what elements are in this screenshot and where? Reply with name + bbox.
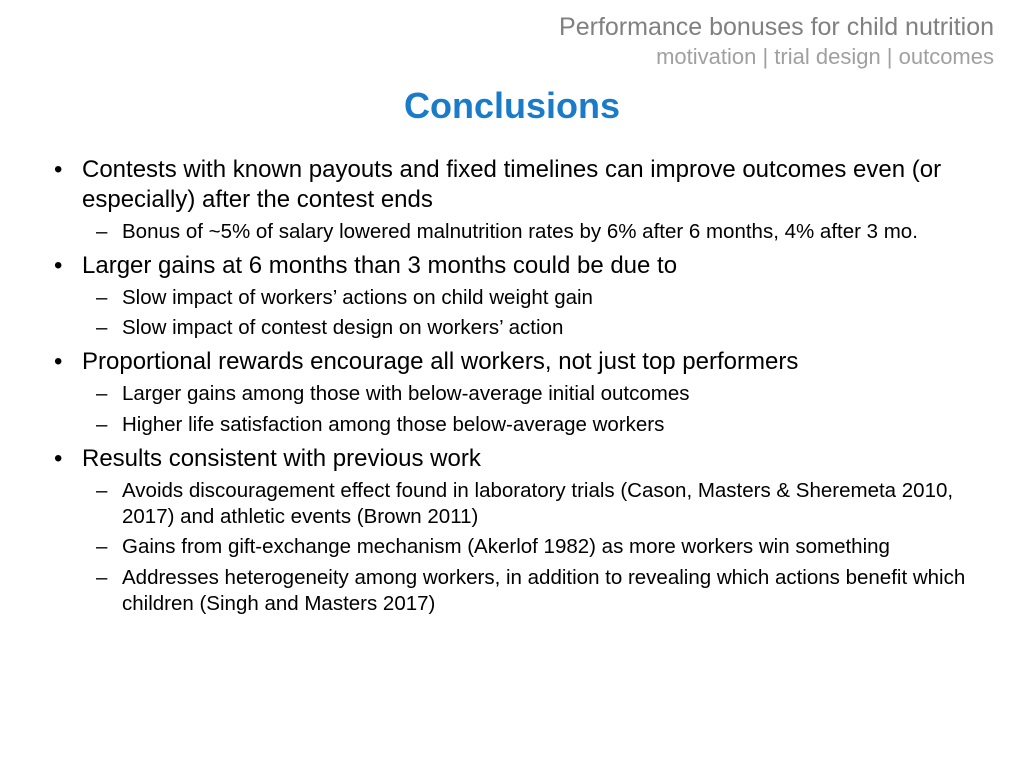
sub-bullet-text: Addresses heterogeneity among workers, i… <box>122 566 965 615</box>
slide-title: Conclusions <box>30 85 994 127</box>
sub-bullet-text: Slow impact of workers’ actions on child… <box>122 286 593 309</box>
sub-bullet-item: Slow impact of workers’ actions on child… <box>82 285 990 311</box>
sub-bullet-list: Slow impact of workers’ actions on child… <box>82 285 990 341</box>
sub-bullet-item: Larger gains among those with below-aver… <box>82 381 990 407</box>
slide-content: Contests with known payouts and fixed ti… <box>30 155 994 617</box>
sub-bullet-text: Bonus of ~5% of salary lowered malnutrit… <box>122 220 918 243</box>
sub-bullet-text: Gains from gift-exchange mechanism (Aker… <box>122 535 890 558</box>
sub-bullet-text: Avoids discouragement effect found in la… <box>122 479 953 528</box>
bullet-list: Contests with known payouts and fixed ti… <box>48 155 990 617</box>
sub-bullet-item: Avoids discouragement effect found in la… <box>82 478 990 530</box>
sub-bullet-item: Slow impact of contest design on workers… <box>82 315 990 341</box>
sub-bullet-text: Higher life satisfaction among those bel… <box>122 413 664 436</box>
bullet-item: Larger gains at 6 months than 3 months c… <box>48 251 990 341</box>
bullet-item: Contests with known payouts and fixed ti… <box>48 155 990 245</box>
slide: Performance bonuses for child nutrition … <box>0 0 1024 768</box>
bullet-item: Proportional rewards encourage all worke… <box>48 347 990 437</box>
bullet-text: Larger gains at 6 months than 3 months c… <box>82 252 677 279</box>
header-subtitle: motivation | trial design | outcomes <box>30 43 994 71</box>
bullet-text: Proportional rewards encourage all worke… <box>82 348 798 375</box>
sub-bullet-item: Gains from gift-exchange mechanism (Aker… <box>82 534 990 560</box>
sub-bullet-list: Larger gains among those with below-aver… <box>82 381 990 437</box>
sub-bullet-text: Larger gains among those with below-aver… <box>122 382 689 405</box>
slide-header: Performance bonuses for child nutrition … <box>30 12 994 71</box>
header-title: Performance bonuses for child nutrition <box>30 12 994 43</box>
bullet-item: Results consistent with previous work Av… <box>48 444 990 617</box>
sub-bullet-list: Bonus of ~5% of salary lowered malnutrit… <box>82 219 990 245</box>
sub-bullet-item: Addresses heterogeneity among workers, i… <box>82 565 990 617</box>
sub-bullet-item: Higher life satisfaction among those bel… <box>82 412 990 438</box>
sub-bullet-item: Bonus of ~5% of salary lowered malnutrit… <box>82 219 990 245</box>
sub-bullet-text: Slow impact of contest design on workers… <box>122 316 563 339</box>
bullet-text: Results consistent with previous work <box>82 445 481 472</box>
bullet-text: Contests with known payouts and fixed ti… <box>82 156 941 213</box>
sub-bullet-list: Avoids discouragement effect found in la… <box>82 478 990 617</box>
